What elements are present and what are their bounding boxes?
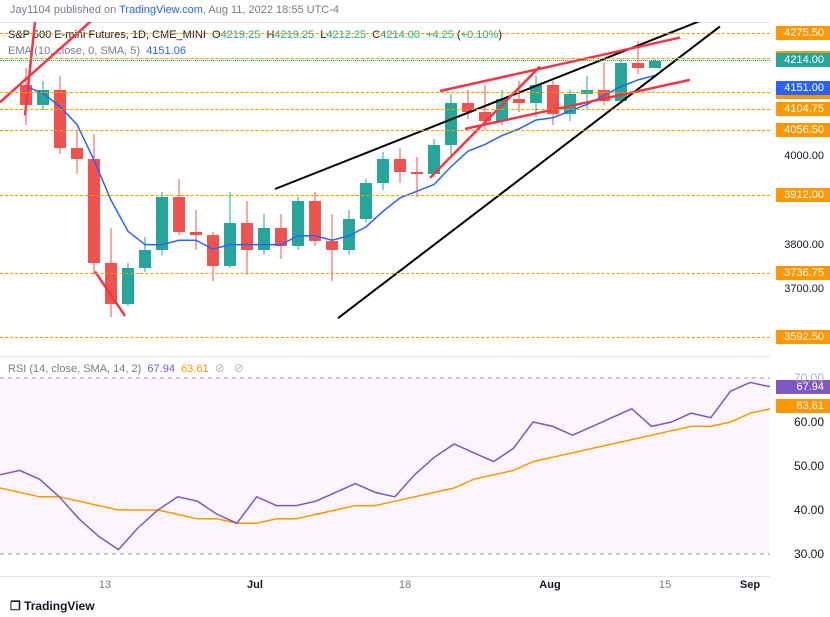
candle[interactable] [292, 23, 304, 357]
x-tick: Jul [247, 579, 263, 591]
x-tick: 13 [99, 579, 111, 591]
site-link[interactable]: TradingView.com [119, 4, 203, 16]
x-tick: 18 [399, 579, 411, 591]
horizontal-line[interactable] [0, 33, 770, 34]
candle[interactable] [275, 23, 287, 357]
candle[interactable] [445, 23, 457, 357]
rsi-y-tick: 30.00 [794, 547, 824, 561]
rsi-y-axis[interactable]: 60.0050.0040.0030.0067.9463.6170.00 [770, 356, 830, 576]
candle[interactable] [20, 23, 32, 357]
visibility-icon[interactable]: ⊘ [215, 361, 225, 375]
horizontal-line[interactable] [0, 109, 770, 110]
candle[interactable] [71, 23, 83, 357]
candle[interactable] [190, 23, 202, 357]
candle[interactable] [88, 23, 100, 357]
candle[interactable] [309, 23, 321, 357]
horizontal-line[interactable] [0, 337, 770, 338]
candle[interactable] [513, 23, 525, 357]
candle[interactable] [156, 23, 168, 357]
candle[interactable] [241, 23, 253, 357]
candle[interactable] [547, 23, 559, 357]
x-tick: Sep [740, 579, 760, 591]
candle[interactable] [411, 23, 423, 357]
visibility-icon[interactable]: ⊘ [234, 361, 244, 375]
candle[interactable] [428, 23, 440, 357]
candle[interactable] [564, 23, 576, 357]
candle[interactable] [632, 23, 644, 357]
last-price-line [0, 60, 770, 61]
horizontal-line[interactable] [0, 58, 770, 59]
horizontal-line[interactable] [0, 130, 770, 131]
x-tick: 15 [659, 579, 671, 591]
price-y-axis[interactable]: USD 4000.003800.003700.004275.504219.004… [770, 22, 830, 356]
price-tag: 3592.50 [776, 330, 830, 344]
candle[interactable] [207, 23, 219, 357]
candle[interactable] [258, 23, 270, 357]
price-tag: 4104.75 [776, 102, 830, 116]
candle[interactable] [360, 23, 372, 357]
price-tag: 3912.00 [776, 188, 830, 202]
candle[interactable] [224, 23, 236, 357]
candle[interactable] [462, 23, 474, 357]
horizontal-line[interactable] [0, 92, 770, 93]
candle[interactable] [649, 23, 661, 357]
rsi-value-tag: 63.61 [776, 399, 830, 413]
y-tick: 3800.00 [784, 239, 824, 251]
candle[interactable] [581, 23, 593, 357]
tradingview-logo[interactable]: TradingView [10, 599, 95, 613]
candle[interactable] [326, 23, 338, 357]
candle[interactable] [530, 23, 542, 357]
candle[interactable] [139, 23, 151, 357]
price-tag: 4214.00 [776, 53, 830, 67]
y-tick: 4000.00 [784, 150, 824, 162]
price-tag: 3736.75 [776, 266, 830, 280]
price-tag: 4151.00 [776, 81, 830, 95]
candle[interactable] [377, 23, 389, 357]
time-x-axis[interactable]: 13 Jul 18 Aug 15 Sep [0, 576, 770, 598]
rsi-y-tick: 60.00 [794, 415, 824, 429]
horizontal-line[interactable] [0, 195, 770, 196]
price-tag: 4275.50 [776, 26, 830, 40]
horizontal-line[interactable] [0, 273, 770, 274]
candle[interactable] [615, 23, 627, 357]
rsi-y-tick: 40.00 [794, 503, 824, 517]
candle[interactable] [496, 23, 508, 357]
x-tick: Aug [539, 579, 560, 591]
publish-info: Jay1104 published on TradingView.com, Au… [10, 4, 339, 16]
candle[interactable] [105, 23, 117, 357]
candle[interactable] [598, 23, 610, 357]
price-tag: 4056.50 [776, 123, 830, 137]
candle[interactable] [122, 23, 134, 357]
rsi-y-tick: 50.00 [794, 459, 824, 473]
candle[interactable] [37, 23, 49, 357]
candle[interactable] [394, 23, 406, 357]
price-chart-pane[interactable]: S&P 500 E-mini Futures, 1D, CME_MINI O42… [0, 22, 770, 356]
rsi-legend: RSI (14, close, SMA, 14, 2) 67.94 63.61 … [8, 361, 247, 375]
rsi-pane[interactable]: RSI (14, close, SMA, 14, 2) 67.94 63.61 … [0, 356, 770, 576]
candle[interactable] [479, 23, 491, 357]
y-tick: 3700.00 [784, 283, 824, 295]
candle[interactable] [343, 23, 355, 357]
candle[interactable] [54, 23, 66, 357]
candle[interactable] [173, 23, 185, 357]
